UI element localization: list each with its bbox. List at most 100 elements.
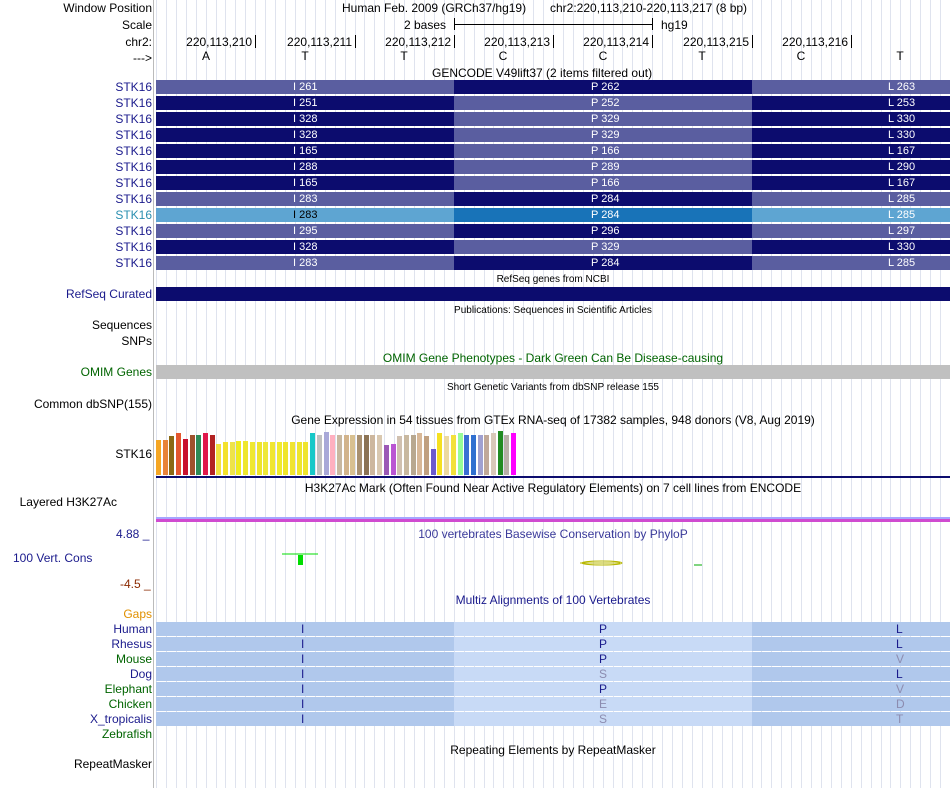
gtex-tissue-bar[interactable] <box>216 444 222 475</box>
gtex-tissue-bar[interactable] <box>477 435 483 475</box>
gtex-tissue-bar[interactable] <box>323 432 329 475</box>
gtex-tissue-bar[interactable] <box>504 435 510 475</box>
gencode-codon-block[interactable] <box>752 176 950 190</box>
gtex-tissue-bar[interactable] <box>196 435 202 475</box>
gencode-codon-block[interactable] <box>752 256 950 270</box>
gencode-codon-block[interactable] <box>454 80 752 94</box>
gtex-tissue-bar[interactable] <box>276 442 282 475</box>
gtex-tissue-bar[interactable] <box>236 441 242 475</box>
gtex-tissue-bar[interactable] <box>283 442 289 475</box>
gtex-tissue-bar[interactable] <box>343 435 349 475</box>
gtex-tissue-bar[interactable] <box>383 445 389 475</box>
gtex-tissue-bar[interactable] <box>296 442 302 475</box>
gtex-tissue-bar[interactable] <box>370 435 376 475</box>
gencode-codon-block[interactable] <box>752 160 950 174</box>
gencode-codon-block[interactable] <box>752 208 950 222</box>
gtex-tissue-bar[interactable] <box>390 444 396 475</box>
gtex-tissue-bar[interactable] <box>450 435 456 475</box>
gtex-tissue-bar[interactable] <box>437 433 443 475</box>
gencode-codon-block[interactable] <box>156 112 454 126</box>
gtex-tissue-bar[interactable] <box>169 436 175 475</box>
gencode-codon-block[interactable] <box>156 160 454 174</box>
ruler-coordinate[interactable]: 220,113,211 <box>287 35 352 49</box>
gtex-tissue-bar[interactable] <box>350 435 356 475</box>
gtex-tissue-bar[interactable] <box>223 442 228 475</box>
gtex-tissue-bar[interactable] <box>303 442 309 475</box>
gencode-row-label[interactable]: STK16 <box>115 80 152 94</box>
gtex-tissue-bar[interactable] <box>357 435 362 475</box>
gtex-tissue-bar[interactable] <box>336 435 342 475</box>
gtex-tissue-bar[interactable] <box>470 435 476 475</box>
gtex-tissue-bar[interactable] <box>229 442 235 475</box>
gencode-row-label[interactable]: STK16 <box>115 112 152 126</box>
gtex-tissue-bar[interactable] <box>202 433 208 475</box>
gtex-tissue-bar[interactable] <box>497 431 503 475</box>
gtex-tissue-bar[interactable] <box>310 433 316 475</box>
conservation-signal[interactable] <box>156 540 950 580</box>
gtex-tissue-bar[interactable] <box>410 435 416 475</box>
gtex-tissue-bar[interactable] <box>189 435 195 475</box>
gencode-row-label[interactable]: STK16 <box>115 96 152 110</box>
gencode-codon-block[interactable] <box>454 128 752 142</box>
gtex-tissue-bar[interactable] <box>209 435 215 475</box>
gtex-tissue-bar[interactable] <box>156 440 161 475</box>
multiz-species-label[interactable]: Chicken <box>108 697 152 711</box>
multiz-species-label[interactable]: X_tropicalis <box>89 712 152 726</box>
gtex-bar-chart[interactable] <box>156 429 950 475</box>
ruler-coordinate[interactable]: 220,113,214 <box>583 35 649 49</box>
gtex-tissue-bar[interactable] <box>316 435 322 475</box>
dbsnp-label[interactable]: Common dbSNP(155) <box>33 397 152 411</box>
gencode-codon-block[interactable] <box>454 192 752 206</box>
gencode-row-label[interactable]: STK16 <box>115 176 152 190</box>
conservation-label[interactable]: 100 Vert. Cons <box>13 551 93 565</box>
gencode-row-label[interactable]: STK16 <box>115 224 152 238</box>
gencode-codon-block[interactable] <box>752 96 950 110</box>
gencode-codon-block[interactable] <box>752 144 950 158</box>
gencode-row-label[interactable]: STK16 <box>115 240 152 254</box>
gtex-tissue-bar[interactable] <box>511 433 517 475</box>
gencode-codon-block[interactable] <box>156 224 454 238</box>
gencode-codon-block[interactable] <box>454 160 752 174</box>
gtex-tissue-bar[interactable] <box>182 439 188 475</box>
gtex-tissue-bar[interactable] <box>403 435 409 475</box>
multiz-species-label[interactable]: Mouse <box>115 652 152 666</box>
ruler-coordinate[interactable]: 220,113,212 <box>385 35 451 49</box>
zebrafish-label[interactable]: Zebrafish <box>101 727 152 741</box>
gencode-codon-block[interactable] <box>156 192 454 206</box>
gencode-codon-block[interactable] <box>454 256 752 270</box>
gencode-codon-block[interactable] <box>156 240 454 254</box>
gtex-tissue-bar[interactable] <box>176 433 182 475</box>
gencode-row-label[interactable]: STK16 <box>115 144 152 158</box>
gencode-codon-block[interactable] <box>156 208 454 222</box>
gaps-label[interactable]: Gaps <box>123 607 152 621</box>
gtex-tissue-bar[interactable] <box>430 449 436 475</box>
gencode-codon-block[interactable] <box>752 192 950 206</box>
gencode-row-label[interactable]: STK16 <box>115 160 152 174</box>
omim-label[interactable]: OMIM Genes <box>80 365 152 379</box>
gencode-codon-block[interactable] <box>156 144 454 158</box>
gtex-tissue-bar[interactable] <box>243 441 249 475</box>
multiz-species-label[interactable]: Rhesus <box>111 637 152 651</box>
gtex-tissue-bar[interactable] <box>424 436 429 475</box>
gencode-codon-block[interactable] <box>156 256 454 270</box>
ruler-coordinate[interactable]: 220,113,213 <box>484 35 550 49</box>
gtex-tissue-bar[interactable] <box>290 442 295 475</box>
gtex-tissue-bar[interactable] <box>484 435 490 475</box>
gtex-tissue-bar[interactable] <box>269 442 275 475</box>
gtex-tissue-bar[interactable] <box>162 440 168 475</box>
gtex-tissue-bar[interactable] <box>330 435 336 475</box>
refseq-label[interactable]: RefSeq Curated <box>65 287 152 301</box>
gtex-tissue-bar[interactable] <box>256 442 262 475</box>
multiz-species-label[interactable]: Elephant <box>104 682 152 696</box>
gtex-tissue-bar[interactable] <box>363 435 369 475</box>
gencode-codon-block[interactable] <box>752 224 950 238</box>
gtex-tissue-bar[interactable] <box>464 435 470 475</box>
gencode-row-label[interactable]: STK16 <box>115 192 152 206</box>
ruler-coordinate[interactable]: 220,113,216 <box>782 35 848 49</box>
gencode-codon-block[interactable] <box>454 208 752 222</box>
